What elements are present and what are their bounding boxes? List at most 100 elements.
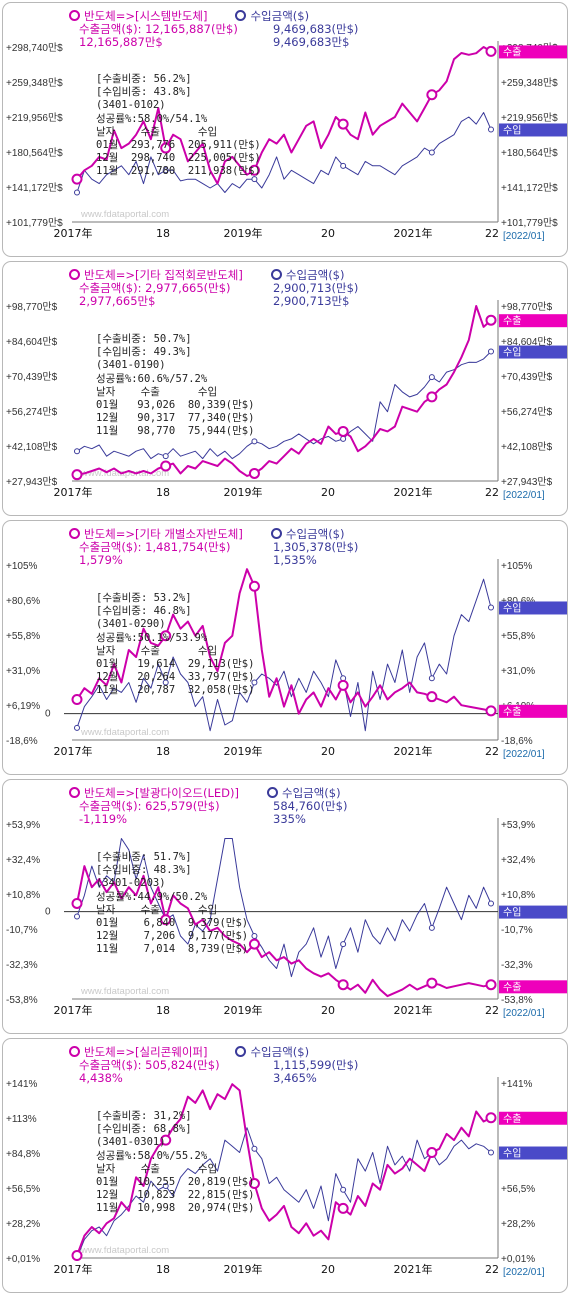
import-legend-marker: [235, 10, 247, 21]
info-month: 01월: [96, 399, 131, 412]
y-tick-right: +31,0%: [501, 666, 535, 677]
info-export: 6,840: [130, 917, 188, 930]
export-amount-prefix: 수출금액($):: [79, 1058, 146, 1072]
watermark: www.fdataportal.com: [80, 209, 169, 220]
chart-legend: 반도체=>[기타 집적회로반도체] 수입금액($) 수출금액($): 2,977,6…: [69, 268, 358, 308]
import-series-line-marker: [251, 1145, 258, 1152]
info-import: 77,340(만$): [187, 412, 255, 425]
category-name: [실리콘웨이퍼]: [135, 1045, 208, 1059]
info-header: 날자 수출 수입: [96, 644, 218, 657]
import-amount: 584,760(만$): [273, 799, 348, 813]
x-tick-label: 2021年: [394, 1003, 433, 1017]
y-tick-right: +259,348만$: [501, 77, 558, 89]
y-tick-right: -10,7%: [501, 925, 533, 936]
info-month: 01월: [96, 1176, 131, 1189]
import-legend-label: 수입금액($): [250, 1045, 310, 1059]
import-amount: 1,305,378(만$): [273, 540, 359, 554]
export-legend-label: 반도체=>: [84, 527, 136, 541]
growth-rate: 성공률%:50.1%/53.9%: [96, 631, 208, 644]
info-month: 01월: [96, 139, 131, 152]
x-tick-label: 18: [156, 227, 170, 240]
import-amount-box: 9,469,683(만$): [273, 23, 358, 36]
y-tick-left: +105%: [6, 561, 38, 572]
info-month: 11월: [96, 943, 131, 956]
x-tick-label: 20: [321, 1263, 335, 1276]
x-tick-label: 2021年: [394, 1262, 433, 1276]
y-tick-left: +56,274만$: [6, 406, 58, 418]
import-series-line-marker: [340, 1186, 347, 1193]
y-tick-right: +10,8%: [501, 890, 535, 901]
info-import: 29,113(만$): [187, 658, 255, 671]
import-series-line-marker: [488, 126, 494, 133]
export-series-line-marker: [337, 679, 349, 691]
y-tick-left: +42,108만$: [6, 441, 58, 453]
import-series-line-marker: [74, 189, 80, 196]
legend-line-3: 12,165,887만$: [69, 36, 309, 49]
info-month: 12월: [96, 671, 131, 684]
export-series-line-marker: [71, 897, 83, 909]
legend-line-2: 수출금액($): 2,977,665(만$): [69, 282, 344, 295]
export-ratio: [수출비중: 51.7%]: [96, 851, 192, 863]
info-row: 11월 98,770 75,944(만$): [96, 425, 254, 438]
import-ratio: [수입비중: 49.3%]: [96, 346, 192, 359]
x-tick-label: 2017年: [54, 1262, 93, 1276]
svg-text:수출: 수출: [503, 706, 521, 718]
import-sub-value: 2,900,713만$: [273, 294, 350, 308]
y-tick-right: +84,604만$: [501, 336, 553, 348]
chart-legend: 반도체=>[기타 개별소자반도체] 수입금액($) 수출금액($): 1,481,7…: [69, 527, 358, 567]
info-box: [수출비중: 31,2%] [수입비중: 68,8%] (3401-0301) 성공률…: [96, 1110, 254, 1216]
import-legend-marker: [270, 528, 282, 539]
export-amount: 505,824(만$): [145, 1058, 220, 1072]
export-legend-label: 반도체=>: [84, 786, 136, 800]
y-tick-right: +42,108만$: [501, 441, 553, 453]
import-series-line-marker: [162, 453, 169, 460]
y-tick-right: +105%: [501, 561, 533, 572]
import-series-line: [76, 351, 492, 460]
y-tick-left: +141,172만$: [6, 182, 63, 194]
info-box: [수출비중: 56.2%] [수입비중: 43.8%] (3401-0102) 성공률…: [96, 73, 261, 179]
y-tick-left: +10,8%: [6, 890, 40, 901]
x-tick-label: 2019年: [224, 1003, 263, 1017]
info-export: 90,317: [130, 412, 188, 425]
import-amount-box: 2,900,713(만$): [273, 282, 358, 295]
import-legend-marker: [235, 1046, 247, 1057]
y-tick-left: +32,4%: [6, 855, 40, 866]
import-legend-label: 수입금액($): [285, 268, 345, 282]
export-series-line-marker: [71, 694, 83, 706]
import-series-line-marker: [340, 435, 347, 442]
import-series-line: [76, 1127, 492, 1259]
y-tick-right: +27,943만$: [501, 476, 553, 488]
line-chart: www.fdataportal.com+298,740만$+298,740만$+…: [6, 41, 567, 242]
import-sub-box: 9,469,683만$: [273, 36, 349, 49]
watermark: www.fdataportal.com: [80, 986, 169, 997]
y-tick-left: +6,19%: [6, 701, 40, 712]
import-legend-marker: [270, 269, 282, 280]
info-header: 날자 수출 수입: [96, 903, 218, 916]
info-import: 33,797(만$): [187, 671, 255, 684]
legend-line-2: 수출금액($): 505,824(만$): [69, 1059, 309, 1072]
info-box: [수출비중: 53.2%] [수입비중: 46.8%] (3401-0290) 성공률…: [96, 592, 254, 698]
y-tick-left: +55,8%: [6, 631, 40, 642]
date-stamp: [2022/01]: [503, 490, 545, 501]
info-month: 12월: [96, 930, 131, 943]
svg-text:수입: 수입: [503, 346, 521, 359]
growth-rate: 성공률%:44.9%/50.2%: [96, 890, 208, 903]
import-series-line: [76, 112, 492, 193]
date-stamp: [2022/01]: [503, 1008, 545, 1019]
import-series-line-marker: [251, 176, 258, 183]
info-month: 01월: [96, 917, 131, 930]
info-export: 291,780: [130, 165, 188, 178]
legend-line-2: 수출금액($): 1,481,754(만$): [69, 541, 344, 554]
export-sub-value: 1,579%: [79, 553, 123, 567]
svg-text:수입: 수입: [503, 601, 521, 614]
category-name: [발광다이오드(LED)]: [135, 786, 239, 800]
import-ratio: [수입비중: 48.3%]: [96, 864, 192, 877]
export-series-line-marker: [426, 977, 438, 989]
import-sub-box: 1,535%: [273, 554, 317, 567]
info-row: 12월 90,317 77,340(만$): [96, 412, 254, 425]
y-tick-left: +31,0%: [6, 666, 40, 677]
export-legend-label: 반도체=>: [84, 1045, 136, 1059]
info-import: 9,177(만$): [187, 930, 249, 943]
info-box: [수출비중: 51.7%] [수입비중: 48.3%] (3401-0203) 성공률…: [96, 851, 248, 957]
svg-text:수출: 수출: [503, 46, 521, 58]
